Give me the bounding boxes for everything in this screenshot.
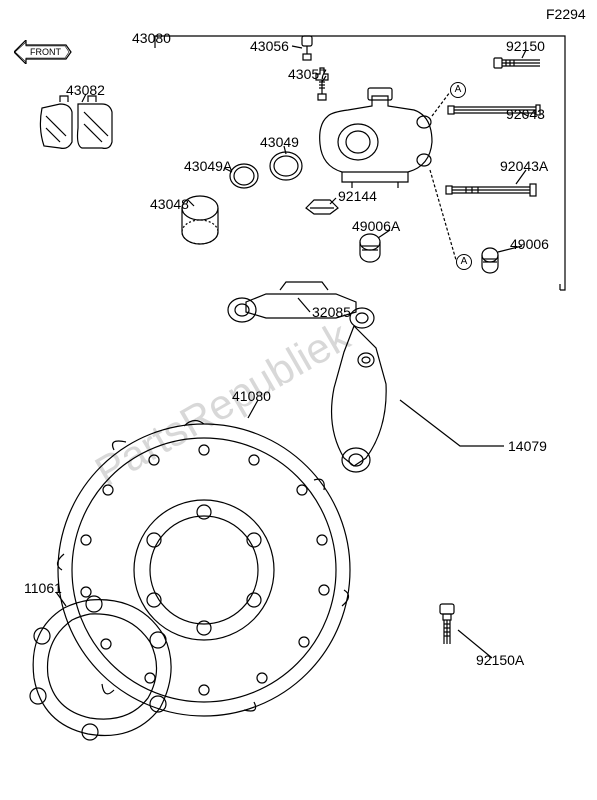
label-43056: 43056: [250, 38, 289, 54]
label-43082: 43082: [66, 82, 105, 98]
label-32085: 32085: [312, 304, 351, 320]
label-43049: 43049: [260, 134, 299, 150]
label-92043: 92043: [506, 106, 545, 122]
label-43049A: 43049A: [184, 158, 232, 174]
label-11061: 11061: [24, 580, 62, 596]
label-92043A: 92043A: [500, 158, 548, 174]
reference-marker-a: A: [456, 254, 472, 270]
reference-marker-a: A: [450, 82, 466, 98]
label-92150A: 92150A: [476, 652, 524, 668]
parts-diagram: F2294 FRONT PartsRepubliek: [0, 0, 597, 800]
label-43057: 43057: [288, 66, 327, 82]
label-92144: 92144: [338, 188, 377, 204]
label-49006: 49006: [510, 236, 549, 252]
label-43048: 43048: [150, 196, 189, 212]
label-43080: 43080: [132, 30, 171, 46]
label-14079: 14079: [508, 438, 547, 454]
label-49006A: 49006A: [352, 218, 400, 234]
label-41080: 41080: [232, 388, 271, 404]
label-92150: 92150: [506, 38, 545, 54]
